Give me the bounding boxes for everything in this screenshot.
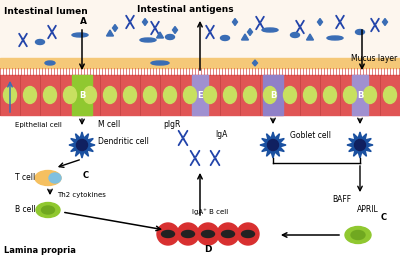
Ellipse shape [144, 86, 156, 104]
Polygon shape [306, 34, 314, 40]
Ellipse shape [364, 86, 376, 104]
Bar [0, 58, 400, 68]
Ellipse shape [124, 86, 136, 104]
Ellipse shape [164, 86, 176, 104]
Text: C: C [381, 214, 387, 223]
Ellipse shape [304, 86, 316, 104]
Text: M cell: M cell [98, 120, 120, 129]
Bar [72, 75, 92, 115]
Ellipse shape [268, 139, 278, 151]
Ellipse shape [151, 61, 169, 65]
Ellipse shape [356, 29, 364, 34]
Polygon shape [142, 19, 148, 25]
Circle shape [177, 223, 199, 245]
Ellipse shape [42, 206, 54, 214]
Text: B: B [357, 91, 363, 99]
Polygon shape [260, 132, 286, 158]
Polygon shape [252, 60, 258, 66]
Polygon shape [106, 30, 114, 36]
Circle shape [217, 223, 239, 245]
Text: Lamina propria: Lamina propria [4, 246, 76, 255]
Text: APRIL: APRIL [357, 205, 379, 214]
Text: Th2 cytokines: Th2 cytokines [57, 192, 106, 198]
Polygon shape [69, 132, 95, 158]
Ellipse shape [45, 61, 55, 65]
Text: Goblet cell: Goblet cell [290, 131, 331, 140]
Ellipse shape [354, 139, 366, 151]
Polygon shape [232, 19, 238, 25]
Text: B: B [79, 91, 85, 99]
Text: B cell: B cell [15, 205, 36, 214]
Polygon shape [112, 24, 118, 32]
Polygon shape [172, 26, 178, 33]
Text: B: B [270, 91, 276, 99]
Ellipse shape [222, 231, 234, 237]
Ellipse shape [184, 86, 196, 104]
Text: Intestinal antigens: Intestinal antigens [137, 5, 233, 14]
Ellipse shape [166, 34, 174, 39]
Bar [263, 75, 283, 115]
Ellipse shape [36, 202, 60, 218]
Ellipse shape [140, 38, 156, 42]
Ellipse shape [64, 86, 76, 104]
Ellipse shape [345, 227, 371, 244]
Ellipse shape [76, 139, 88, 151]
Polygon shape [248, 29, 252, 36]
Text: C: C [83, 171, 89, 180]
Polygon shape [382, 19, 388, 25]
Ellipse shape [204, 86, 216, 104]
Bar [352, 75, 368, 115]
Ellipse shape [49, 173, 61, 183]
Circle shape [237, 223, 259, 245]
Text: IgA: IgA [215, 130, 227, 139]
Polygon shape [156, 32, 164, 38]
Text: pIgR: pIgR [163, 120, 180, 129]
Ellipse shape [35, 170, 61, 186]
Polygon shape [242, 34, 248, 40]
Ellipse shape [44, 86, 56, 104]
Ellipse shape [384, 86, 396, 104]
Ellipse shape [264, 86, 276, 104]
Ellipse shape [344, 86, 356, 104]
Text: Intestinal lumen: Intestinal lumen [4, 7, 88, 16]
Text: Dendritic cell: Dendritic cell [98, 138, 149, 147]
Ellipse shape [262, 28, 278, 32]
Ellipse shape [324, 86, 336, 104]
Ellipse shape [24, 86, 36, 104]
Circle shape [197, 223, 219, 245]
Ellipse shape [327, 36, 343, 40]
Text: Epithelial cell: Epithelial cell [15, 122, 62, 128]
Ellipse shape [290, 33, 300, 38]
Text: Mucus layer: Mucus layer [351, 54, 397, 63]
Polygon shape [347, 132, 373, 158]
Ellipse shape [162, 231, 174, 237]
Ellipse shape [202, 231, 214, 237]
Ellipse shape [84, 86, 96, 104]
Text: BAFF: BAFF [332, 196, 351, 205]
Ellipse shape [351, 231, 365, 240]
Ellipse shape [182, 231, 194, 237]
Text: A: A [80, 17, 86, 26]
Text: E: E [197, 91, 203, 99]
Ellipse shape [284, 86, 296, 104]
Text: D: D [204, 245, 212, 254]
Ellipse shape [220, 36, 230, 41]
Ellipse shape [242, 231, 254, 237]
Polygon shape [318, 19, 322, 25]
Ellipse shape [224, 86, 236, 104]
Ellipse shape [244, 86, 256, 104]
Bar [192, 75, 208, 115]
Bar [0, 75, 400, 115]
Ellipse shape [36, 39, 44, 45]
Bar [0, 0, 400, 58]
Ellipse shape [4, 86, 16, 104]
Ellipse shape [104, 86, 116, 104]
Ellipse shape [72, 33, 88, 37]
Circle shape [157, 223, 179, 245]
Text: T cell: T cell [15, 174, 35, 183]
Text: IgA⁺ B cell: IgA⁺ B cell [192, 208, 228, 215]
